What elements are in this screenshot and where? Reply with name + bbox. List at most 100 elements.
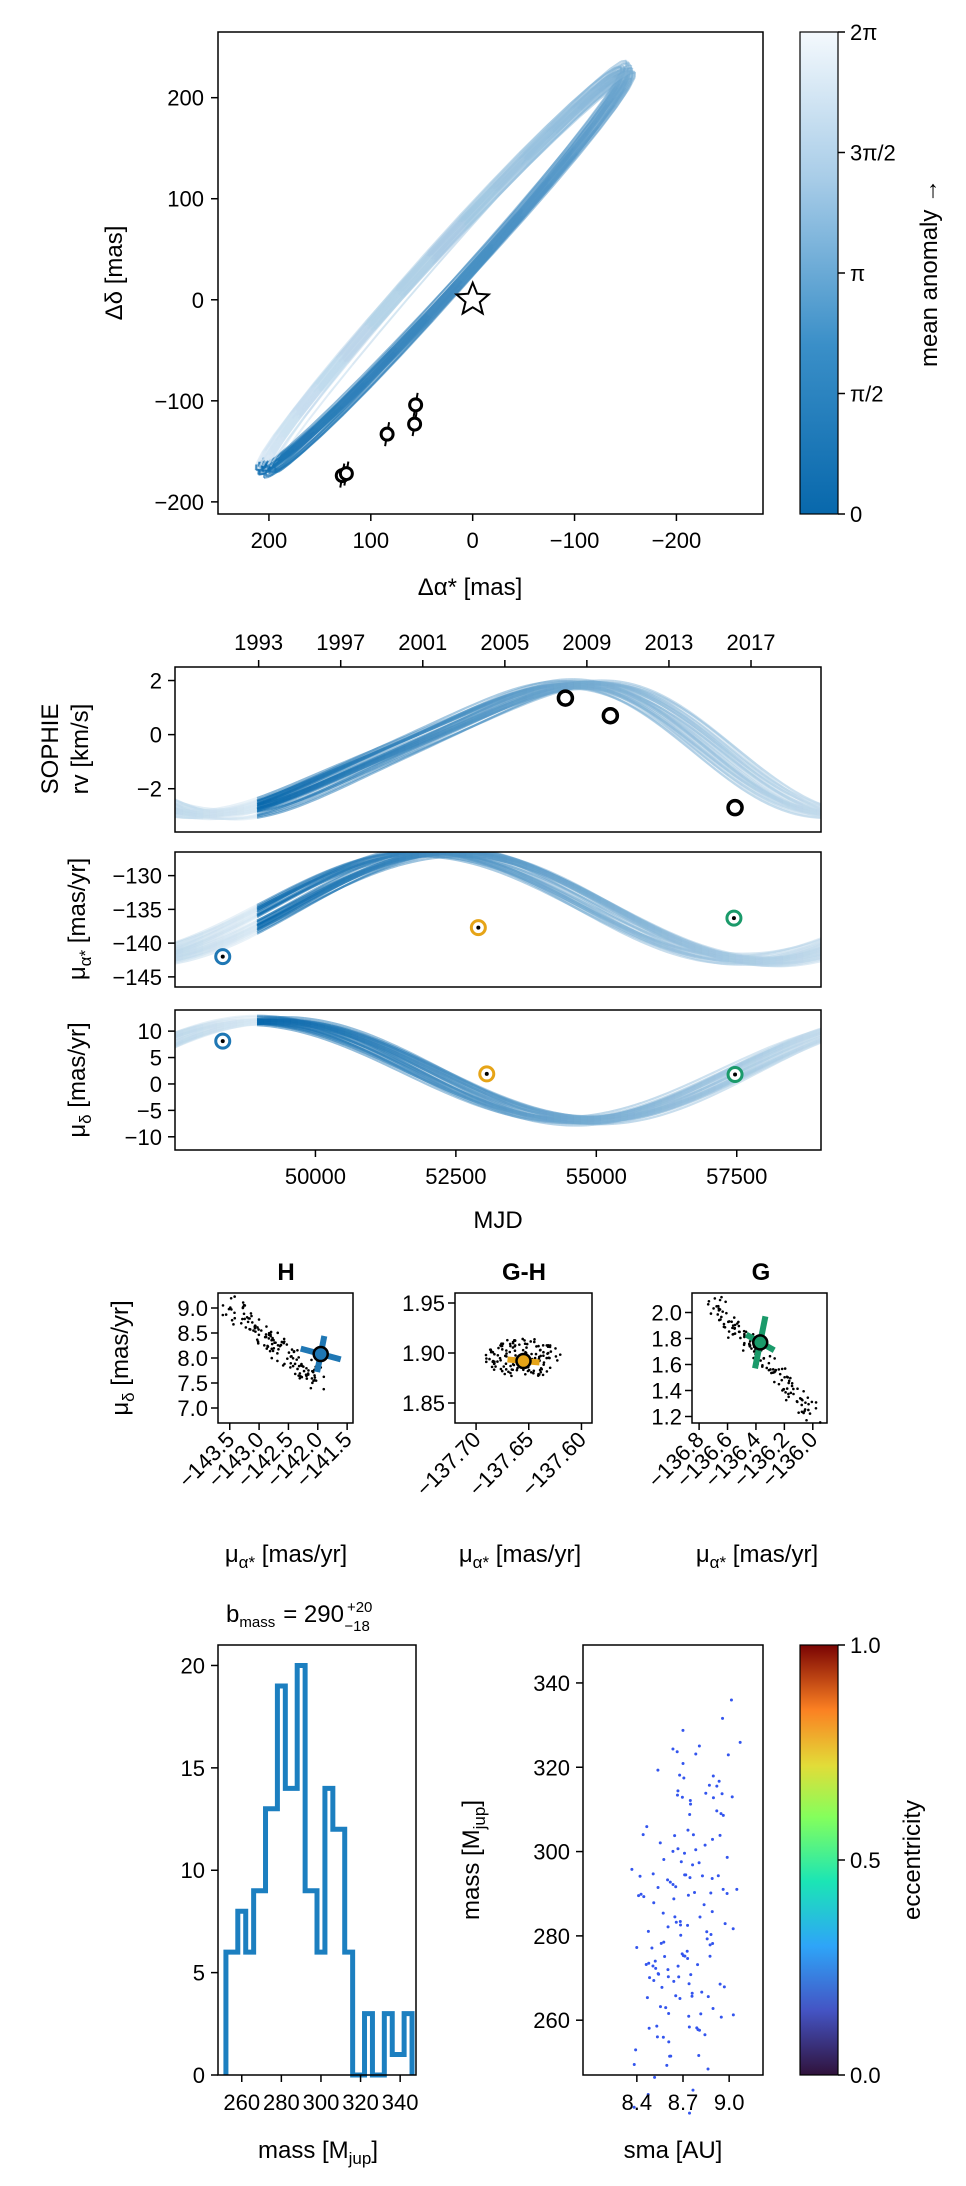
model-segment [263,808,271,812]
model-segment [270,797,278,802]
orbit-segment [522,176,552,211]
astrometry-frame [217,31,764,515]
year-tick-label: 2005 [480,630,529,655]
model-segment [768,773,777,780]
orbit-segment [456,243,489,280]
model-segment [175,811,184,815]
model-segment [634,683,642,688]
model-segment [734,766,744,774]
orbit-segment [262,454,270,467]
model-segment [350,770,359,776]
orbit-segment [364,290,397,326]
model-segment [216,806,224,810]
model-segment [317,781,325,787]
model-segment [768,781,777,788]
model-segment [384,747,393,753]
model-segment [768,803,777,809]
model-segment [734,757,744,765]
model-segment [425,722,433,728]
model-segment [438,734,447,740]
model-segment [506,703,514,708]
model-segment [330,772,339,778]
model-segment [458,718,467,724]
model-segment [499,705,507,711]
model-segment [526,695,534,701]
model-segment [539,686,548,690]
model-segment [323,771,332,777]
model-segment [350,772,359,778]
model-segment [607,687,615,691]
model-segment [816,801,821,806]
model-segment [728,749,737,758]
model-segment [707,740,717,748]
model-segment [809,815,817,819]
model-segment [687,742,696,750]
orbit-segment [271,449,290,464]
model-segment [270,792,278,797]
orbit-segment [258,450,267,463]
orbit-segment [464,186,498,222]
orbit-segment [310,357,338,389]
model-segment [761,770,770,778]
orbit-segment [615,70,628,80]
model-segment [802,799,811,805]
model-segment [748,767,757,775]
model-segment [176,815,183,819]
orbit-segment [526,132,557,161]
model-segment [506,688,514,693]
host-star-icon [453,280,492,316]
colorbar-tick-label: 3π/2 [850,141,896,166]
model-segment [694,726,703,733]
model-segment [465,708,474,714]
model-segment [310,786,319,792]
model-segment [519,693,527,698]
model-segment [270,802,278,807]
model-segment [701,749,710,757]
model-segment [276,806,285,811]
model-segment [533,685,541,689]
model-segment [674,728,683,736]
model-segment [660,725,669,733]
model-segment [283,789,292,795]
orbit-segment [362,352,396,384]
orbit-segment [264,433,278,452]
model-segment [627,702,636,709]
orbit-segment [401,319,434,354]
orbit-segment [543,147,570,179]
model-segment [418,743,426,749]
model-segment [458,711,467,717]
orbit-segment [493,216,527,253]
pmra-panel: −130−135−140−145 μα* [mas/yr] [64,851,822,990]
orbit-segment [370,295,402,331]
rv-measurement [601,706,620,725]
model-segment [809,808,817,812]
model-segment [303,780,312,786]
orbit-segment [605,70,618,79]
model-segment [283,786,292,792]
model-segment [748,764,757,771]
model-segment [431,741,440,747]
model-segment [310,793,319,799]
model-segment [330,786,339,792]
model-segment [223,807,231,811]
model-segment [660,716,669,723]
model-segment [404,749,413,755]
model-segment [694,729,703,737]
model-segment [377,757,386,763]
model-segment [633,706,642,713]
model-segment [411,733,420,739]
model-segment [714,731,723,739]
model-segment [782,794,791,801]
model-segment [546,689,554,694]
model-segment [701,746,710,754]
model-segment [512,692,521,697]
model-segment [533,681,541,686]
model-segment [472,707,480,713]
model-segment [741,754,750,762]
model-segment [721,757,730,766]
model-segment [290,793,298,799]
model-segment [236,805,244,810]
model-segment [634,686,642,691]
